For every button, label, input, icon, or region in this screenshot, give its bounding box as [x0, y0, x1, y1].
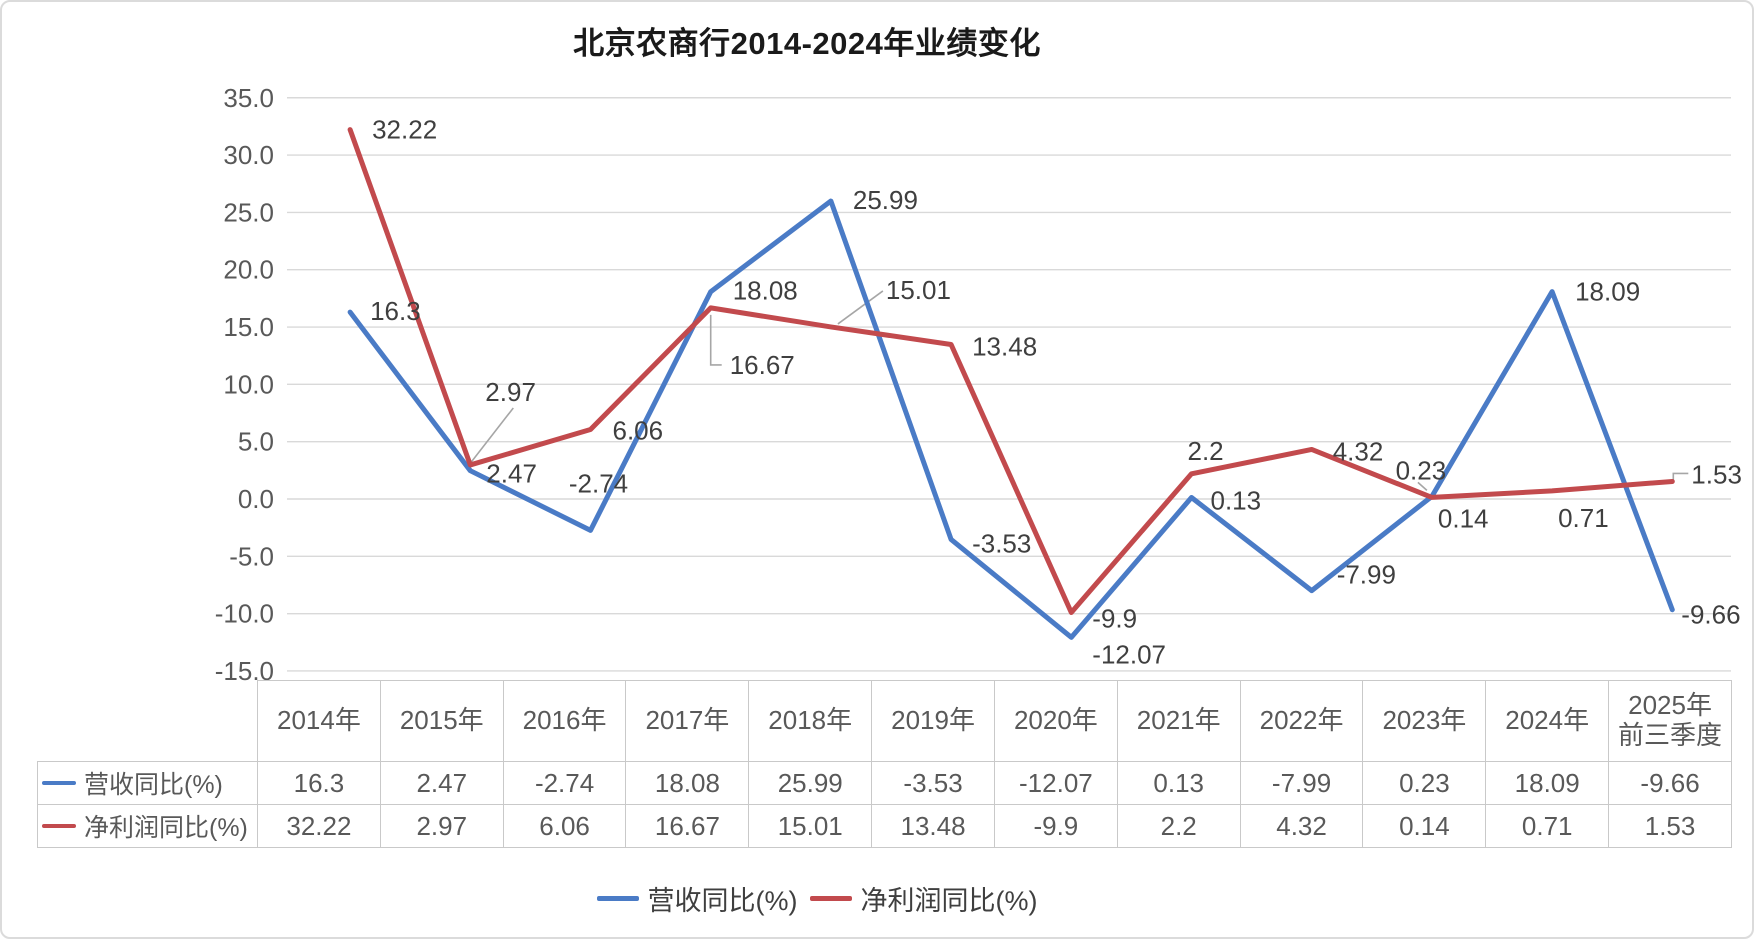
- data-label: 13.48: [972, 331, 1037, 361]
- label-leader-line: [837, 290, 884, 325]
- y-axis-tick: 30.0: [223, 140, 274, 170]
- table-col-header: 2025年 前三季度: [1608, 680, 1732, 762]
- legend-item-revenue-yoy: 营收同比(%): [596, 879, 798, 918]
- table-col-header: 2014年: [257, 680, 381, 762]
- data-label: 6.06: [613, 416, 664, 446]
- table-cell: 1.53: [1608, 804, 1732, 848]
- table-col-header: 2015年: [379, 680, 504, 762]
- table-cell: -2.74: [502, 761, 627, 805]
- label-leader-line: [470, 407, 514, 463]
- table-row: 营收同比(%) 16.3 2.47 -2.74 18.08 25.99 -3.53 -12.0…: [37, 761, 1732, 805]
- data-label: 2.2: [1188, 436, 1224, 466]
- series-line-marker: [42, 824, 76, 828]
- table-col-header: 2024年: [1485, 680, 1610, 762]
- data-label: -9.9: [1092, 603, 1137, 633]
- series-name-label: 营收同比(%): [84, 771, 223, 799]
- net-profit-line-marker: [809, 895, 852, 901]
- legend-label-net-profit-yoy: 净利润同比(%): [860, 885, 1038, 916]
- table-cell: 32.22: [257, 804, 381, 848]
- data-label: 1.53: [1691, 459, 1742, 489]
- table-cell: 4.32: [1239, 804, 1364, 848]
- table-cell: 2.2: [1116, 804, 1241, 848]
- table-cell: -9.9: [993, 804, 1118, 848]
- data-label: 16.67: [730, 350, 795, 380]
- y-axis-tick: 25.0: [223, 197, 274, 227]
- data-label: 18.08: [733, 276, 798, 306]
- y-axis-tick: 15.0: [223, 312, 274, 342]
- table-col-header: 2017年: [625, 680, 750, 762]
- table-cell: 0.13: [1116, 761, 1241, 805]
- table-cell: 0.23: [1362, 761, 1487, 805]
- data-label: 0.23: [1396, 455, 1447, 485]
- series-name-label: 净利润同比(%): [84, 814, 248, 842]
- data-label: 25.99: [853, 185, 918, 215]
- table-cell: -3.53: [871, 761, 995, 805]
- table-cell: 25.99: [748, 761, 873, 805]
- table-col-header: 2020年: [993, 680, 1118, 762]
- data-label: 2.47: [486, 459, 537, 489]
- data-label: 15.01: [886, 275, 951, 305]
- table-cell: 2.97: [379, 804, 504, 848]
- y-axis-tick: 0.0: [238, 484, 274, 514]
- data-label: -9.66: [1681, 600, 1740, 630]
- data-label: 0.14: [1438, 503, 1489, 533]
- table-cell: 15.01: [748, 804, 873, 848]
- table-cell: 18.09: [1485, 761, 1610, 805]
- data-label: 18.09: [1575, 277, 1640, 307]
- table-cell: -12.07: [993, 761, 1118, 805]
- data-label: 16.3: [370, 296, 421, 326]
- chart-title: 北京农商行2014-2024年业绩变化: [573, 26, 1041, 61]
- label-leader-line: [1672, 472, 1689, 480]
- label-leader-line: [1417, 481, 1428, 491]
- chart-legend: 营收同比(%) 净利润同比(%): [2, 874, 1632, 922]
- table-cell: 16.67: [625, 804, 750, 848]
- table-cell: 2.47: [379, 761, 504, 805]
- table-cell: -7.99: [1239, 761, 1364, 805]
- table-row-header: 净利润同比(%): [37, 804, 258, 848]
- table-cell: 6.06: [502, 804, 627, 848]
- table-cell: 0.71: [1485, 804, 1610, 848]
- y-axis-tick: -5.0: [229, 541, 274, 571]
- table-col-header: 2016年: [502, 680, 627, 762]
- table-col-header: 2019年: [871, 680, 995, 762]
- table-col-header: 2021年: [1116, 680, 1241, 762]
- data-label: 0.71: [1558, 503, 1609, 533]
- data-label: 0.13: [1211, 486, 1262, 516]
- data-label: -7.99: [1337, 560, 1396, 590]
- table-cell: 0.14: [1362, 804, 1487, 848]
- data-label: 32.22: [372, 115, 437, 145]
- y-axis-tick: 5.0: [238, 427, 274, 457]
- table-corner-cell: [37, 680, 258, 762]
- table-cell: 18.08: [625, 761, 750, 805]
- net-profit-yoy-line: [347, 127, 1675, 615]
- table-col-header: 2018年: [748, 680, 873, 762]
- chart-data-table: 2014年 2015年 2016年 2017年 2018年 2019年 2020年 2021年…: [37, 680, 1732, 848]
- data-label: -12.07: [1092, 639, 1166, 669]
- y-axis-tick: 20.0: [223, 255, 274, 285]
- y-axis-tick: -10.0: [215, 599, 274, 629]
- revenue-line-marker: [596, 895, 639, 901]
- table-cell: 13.48: [871, 804, 995, 848]
- table-row-header: 营收同比(%): [37, 761, 258, 805]
- table-cell: -9.66: [1608, 761, 1732, 805]
- legend-label-revenue-yoy: 营收同比(%): [647, 885, 798, 916]
- y-axis-tick: 35.0: [223, 83, 274, 113]
- legend-item-net-profit-yoy: 净利润同比(%): [809, 879, 1038, 918]
- label-leader-line: [709, 314, 722, 366]
- revenue-yoy-line: [347, 198, 1675, 640]
- table-col-header: 2023年: [1362, 680, 1487, 762]
- y-axis-tick: 10.0: [223, 369, 274, 399]
- series-line-marker: [42, 781, 76, 785]
- data-label: -3.53: [972, 528, 1031, 558]
- data-label: 2.97: [485, 377, 536, 407]
- table-row: 净利润同比(%) 32.22 2.97 6.06 16.67 15.01 13.48 -9.9…: [37, 804, 1732, 848]
- table-col-header: 2022年: [1239, 680, 1364, 762]
- data-label: 4.32: [1333, 436, 1384, 466]
- table-cell: 16.3: [257, 761, 381, 805]
- data-label: -2.74: [569, 468, 628, 498]
